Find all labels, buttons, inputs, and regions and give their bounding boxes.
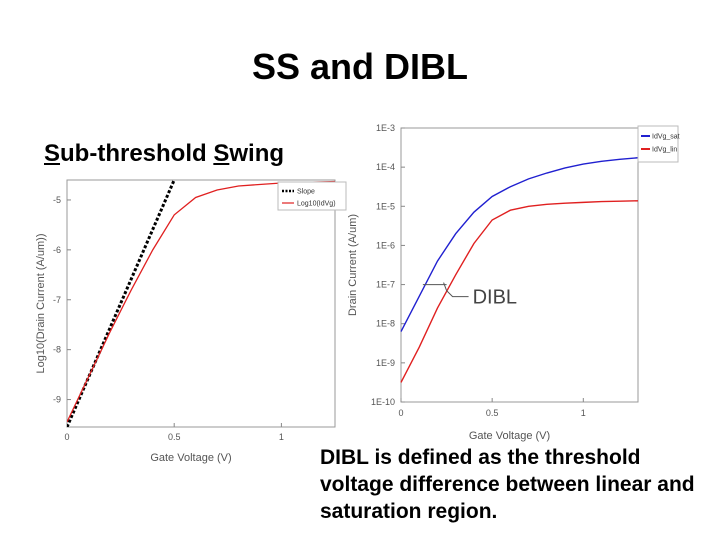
dibl-annotation: DIBL — [473, 287, 517, 309]
y-tick-label: 1E-4 — [376, 162, 395, 172]
subthreshold-chart: -5 -6 -7 -8 -9 0 0.5 1 Gate Voltage (V) Log10(Dra… — [35, 179, 347, 464]
y-tick-label: -8 — [53, 345, 61, 355]
y-tick-label: 1E-10 — [371, 397, 395, 407]
x-tick-label: 1 — [279, 432, 284, 442]
series-line-2 — [400, 200, 639, 383]
legend-box — [277, 181, 347, 211]
series-line-1 — [400, 157, 639, 332]
subtitle-part-1: S — [44, 140, 61, 167]
subtitle-part-3: S — [213, 140, 230, 167]
y-tick-label: -6 — [53, 245, 61, 255]
dibl-leader-line — [443, 282, 469, 298]
x-tick-label: 0 — [398, 408, 403, 418]
subtitle: Sub-threshold Swing — [44, 140, 284, 168]
y-tick-label: 1E-5 — [376, 201, 395, 211]
legend-label: IdVg_sat — [652, 134, 680, 141]
legend-label: IdVg_lin — [652, 147, 677, 154]
x-axis-label: Gate Voltage (V) — [469, 430, 550, 442]
y-tick-label: 1E-6 — [376, 240, 395, 250]
y-tick-label: -9 — [53, 395, 61, 405]
x-axis-label: Gate Voltage (V) — [150, 452, 231, 464]
y-tick-label: 1E-7 — [376, 280, 395, 290]
y-axis-label: Log10(Drain Current (A/um)) — [35, 234, 47, 374]
y-tick-label: -5 — [53, 195, 61, 205]
legend-label: Log10(IdVg) — [297, 201, 336, 208]
plot-area — [66, 179, 336, 428]
caption: DIBL is defined as the threshold voltage… — [320, 446, 695, 523]
series-line-2 — [67, 180, 335, 423]
x-tick-label: 0.5 — [486, 408, 499, 418]
y-tick-label: 1E-9 — [376, 358, 395, 368]
dibl-chart: 1E-3 1E-4 1E-5 1E-6 1E-7 1E-8 1E-9 1E-100 0.5 1 Ga… — [347, 123, 680, 442]
x-tick-label: 0.5 — [168, 432, 181, 442]
subtitle-part-4: wing — [229, 140, 285, 167]
y-tick-label: 1E-3 — [376, 123, 395, 133]
subtitle-part-2: ub-threshold — [60, 140, 214, 167]
x-tick-label: 1 — [581, 408, 586, 418]
slide-title: SS and DIBL — [251, 46, 469, 87]
y-tick-label: 1E-8 — [376, 319, 395, 329]
y-axis-label: Drain Current (A/um) — [347, 214, 359, 316]
x-tick-label: 0 — [64, 432, 69, 442]
legend-label: Slope — [297, 189, 315, 196]
y-tick-label: -7 — [53, 295, 61, 305]
legend-box — [637, 125, 679, 163]
plot-area — [400, 127, 639, 403]
